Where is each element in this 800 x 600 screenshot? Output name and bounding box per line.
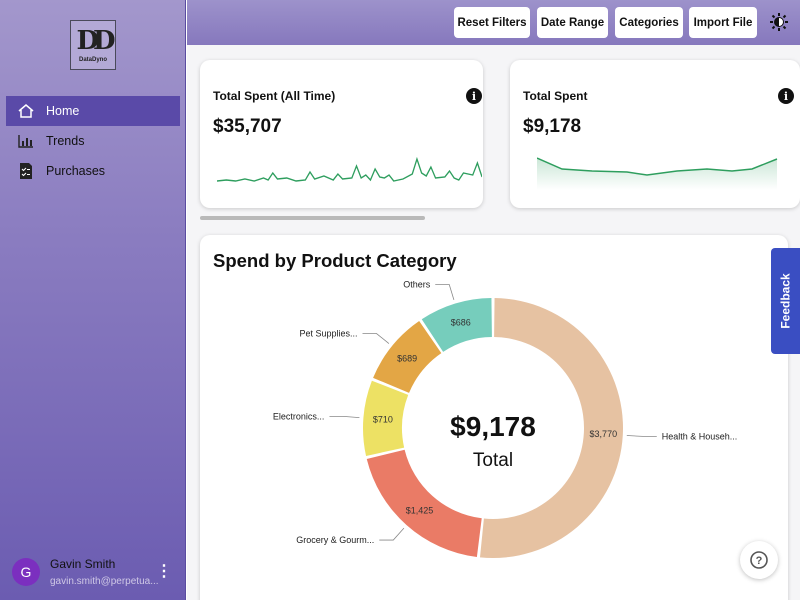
main-content: Total Spent (All Time) i $35,707 Total S… [187,45,800,600]
horizontal-scrollbar[interactable] [200,216,425,220]
card-title: Total Spent (All Time) [213,89,336,103]
donut-slice[interactable] [373,321,442,393]
import-file-button[interactable]: Import File [689,7,757,38]
info-icon[interactable]: i [778,88,794,104]
help-icon: ? [750,551,768,569]
trends-icon [16,132,36,150]
category-label: Others [403,280,431,290]
home-icon [16,102,36,120]
category-label: Health & Househ... [662,431,738,441]
total-spent-sparkline [537,157,778,190]
sidebar-item-purchases[interactable]: Purchases [6,156,180,186]
donut-slice[interactable] [363,380,409,456]
user-info: Gavin Smith gavin.smith@perpetua... [50,557,160,587]
categories-button[interactable]: Categories [615,7,683,38]
category-spend-panel: Spend by Product Category $3,770 $1,425 $7… [200,235,788,600]
app-logo[interactable]: DD DataDyno [70,20,116,70]
info-icon[interactable]: i [466,88,482,104]
leader-line [626,435,657,437]
card-value: $9,178 [523,116,582,137]
donut-slice[interactable] [421,298,492,352]
slice-value-label: $710 [373,414,393,424]
sidebar-nav: Home Trends Purchases [6,96,180,186]
slice-value-label: $689 [397,353,417,363]
topbar: Reset Filters Date Range Categories Impo… [187,0,800,45]
leader-line [362,333,390,344]
user-email: gavin.smith@perpetua... [50,576,159,587]
card-title: Total Spent [523,89,588,103]
sidebar-item-label: Home [46,104,80,118]
avatar: G [12,558,40,586]
logo-mark: DD [76,25,115,56]
total-spent-card: Total Spent i $9,178 [510,60,800,208]
help-button[interactable]: ? [740,541,778,579]
svg-text:?: ? [756,555,763,567]
slice-value-label: $686 [451,317,471,327]
donut-center-label: Total [473,450,513,471]
sidebar-item-trends[interactable]: Trends [6,126,180,156]
more-options-icon[interactable]: ⋮ [156,563,172,580]
category-label: Electronics... [273,411,325,421]
user-profile[interactable]: G Gavin Smith gavin.smith@perpetua... ⋮ [0,544,186,600]
date-range-button[interactable]: Date Range [537,7,608,38]
category-label: Grocery & Gourm... [296,535,374,545]
sidebar-item-label: Trends [46,134,85,148]
panel-title: Spend by Product Category [213,250,457,271]
total-spent-all-time-card: Total Spent (All Time) i $35,707 [200,60,483,208]
donut-slice[interactable] [366,449,482,557]
logo-text: DataDyno [78,56,107,63]
donut-slice[interactable] [479,298,623,558]
leader-line [435,284,455,300]
feedback-label: Feedback [778,273,793,329]
sidebar-item-home[interactable]: Home [6,96,180,126]
all-time-sparkline [217,156,482,182]
category-donut-chart: $3,770 $1,425 $710 $689 $686 Health & Househ… [273,280,738,558]
slice-value-label: $1,425 [406,506,434,516]
leader-line [379,527,405,541]
category-label: Pet Supplies... [299,329,357,339]
feedback-tab[interactable]: Feedback [771,248,800,354]
user-name: Gavin Smith [50,557,116,571]
slice-value-label: $3,770 [590,429,618,439]
reset-filters-button[interactable]: Reset Filters [454,7,530,38]
purchases-icon [16,162,36,180]
card-value: $35,707 [213,116,282,137]
sidebar: DD DataDyno Home Trends Purchases G Gavi… [0,0,186,600]
donut-center-value: $9,178 [450,411,536,442]
leader-line [329,415,360,419]
theme-toggle-icon[interactable] [769,12,789,32]
sidebar-item-label: Purchases [46,164,106,178]
